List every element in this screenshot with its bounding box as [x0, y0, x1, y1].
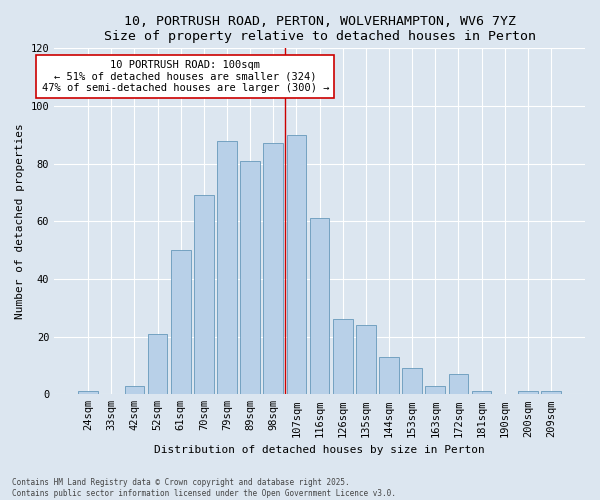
Bar — [217, 140, 237, 394]
Text: 10 PORTRUSH ROAD: 100sqm
← 51% of detached houses are smaller (324)
47% of semi-: 10 PORTRUSH ROAD: 100sqm ← 51% of detach… — [41, 60, 329, 93]
Bar — [263, 144, 283, 394]
Bar — [356, 325, 376, 394]
Bar — [148, 334, 167, 394]
Bar — [449, 374, 468, 394]
Bar — [194, 196, 214, 394]
Bar — [241, 161, 260, 394]
Bar — [403, 368, 422, 394]
Bar — [333, 320, 353, 394]
Bar — [472, 392, 491, 394]
Bar — [310, 218, 329, 394]
X-axis label: Distribution of detached houses by size in Perton: Distribution of detached houses by size … — [154, 445, 485, 455]
Title: 10, PORTRUSH ROAD, PERTON, WOLVERHAMPTON, WV6 7YZ
Size of property relative to d: 10, PORTRUSH ROAD, PERTON, WOLVERHAMPTON… — [104, 15, 536, 43]
Bar — [425, 386, 445, 394]
Bar — [379, 357, 399, 395]
Bar — [171, 250, 191, 394]
Bar — [518, 392, 538, 394]
Text: Contains HM Land Registry data © Crown copyright and database right 2025.
Contai: Contains HM Land Registry data © Crown c… — [12, 478, 396, 498]
Bar — [287, 135, 306, 394]
Y-axis label: Number of detached properties: Number of detached properties — [15, 124, 25, 319]
Bar — [125, 386, 144, 394]
Bar — [78, 392, 98, 394]
Bar — [541, 392, 561, 394]
